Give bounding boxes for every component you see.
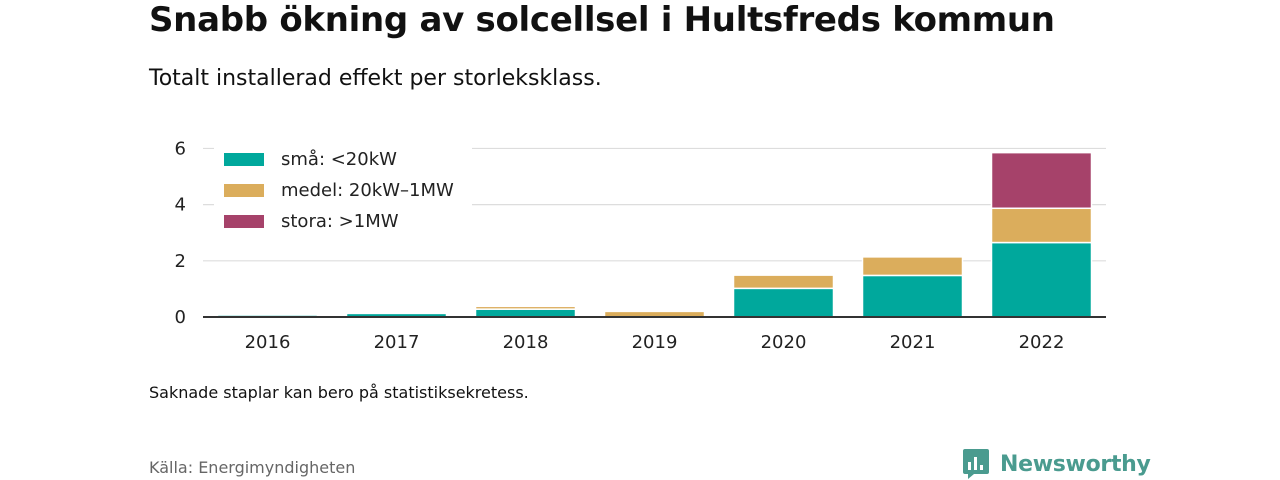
x-tick-label: 2019	[632, 332, 678, 353]
chart-subtitle: Totalt installerad effekt per storlekskl…	[149, 66, 602, 91]
x-tick-label: 2016	[245, 332, 291, 353]
newsworthy-logo-icon	[963, 449, 989, 479]
x-tick-label: 2020	[761, 332, 807, 353]
bar-segment	[474, 308, 577, 318]
bar-segment	[345, 311, 448, 315]
bar-segment	[732, 274, 835, 290]
chart-note: Saknade staplar kan bero på statistiksek…	[149, 383, 529, 402]
legend-swatch	[224, 153, 264, 166]
chart-title: Snabb ökning av solcellsel i Hultsfreds …	[149, 0, 1055, 40]
x-tick-label: 2021	[890, 332, 936, 353]
bar-segment	[990, 207, 1093, 244]
bar-segment	[732, 287, 835, 318]
bar-segment	[861, 256, 964, 277]
y-tick-label: 6	[175, 138, 186, 159]
legend-label: medel: 20kW–1MW	[281, 180, 454, 201]
brand-name: Newsworthy	[1000, 451, 1151, 477]
y-tick-label: 2	[175, 251, 186, 272]
legend-swatch	[224, 215, 264, 228]
y-tick-label: 4	[175, 195, 186, 216]
x-tick-label: 2018	[503, 332, 549, 353]
bar-segment	[990, 151, 1093, 210]
legend-swatch	[224, 184, 264, 197]
chart-source: Källa: Energimyndigheten	[149, 458, 356, 477]
brand-logo: Newsworthy	[962, 448, 1151, 480]
bar-segment	[861, 274, 964, 318]
bar-segment	[474, 305, 577, 310]
x-tick-label: 2022	[1019, 332, 1065, 353]
legend-label: stora: >1MW	[281, 211, 399, 232]
legend-label: små: <20kW	[281, 149, 397, 170]
y-tick-label: 0	[175, 307, 186, 328]
bar-segment	[990, 241, 1093, 318]
x-tick-label: 2017	[374, 332, 420, 353]
